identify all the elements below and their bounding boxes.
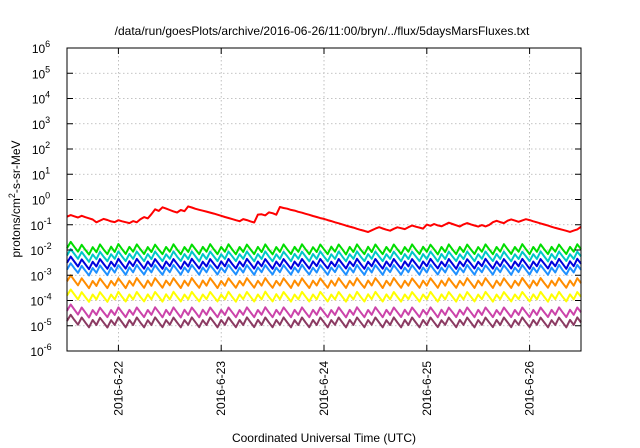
y-axis-ticks: 10-610-510-410-310-210-11001011021031041… (30, 39, 581, 359)
y-tick-label: 10-5 (30, 317, 51, 334)
y-tick-exponent: -3 (44, 266, 52, 276)
series-lines (66, 205, 582, 329)
grid-lines (67, 48, 581, 351)
y-tick-base: 10 (32, 118, 46, 132)
series-line-2 (66, 240, 582, 256)
y-axis-label: protons/cm2-s-sr-MeV (7, 140, 23, 257)
y-tick-label: 10-2 (30, 241, 51, 258)
y-axis-label-sup: 2 (7, 193, 17, 198)
y-tick-base: 10 (30, 244, 44, 258)
y-tick-exponent: -2 (44, 241, 52, 251)
y-tick-label: 10-4 (30, 292, 51, 309)
y-tick-label: 103 (32, 115, 50, 132)
x-tick-label: 2016-6-24 (317, 361, 331, 416)
y-tick-base: 10 (30, 295, 44, 309)
y-tick-exponent: -1 (44, 216, 52, 226)
y-tick-label: 106 (32, 39, 50, 56)
series-line-7 (66, 288, 582, 303)
y-tick-exponent: 6 (45, 39, 50, 49)
y-tick-base: 10 (30, 219, 44, 233)
y-tick-label: 102 (32, 140, 50, 157)
y-tick-base: 10 (32, 143, 46, 157)
y-tick-base: 10 (32, 194, 46, 208)
y-tick-base: 10 (30, 345, 44, 359)
y-tick-base: 10 (30, 320, 44, 334)
y-tick-exponent: 3 (45, 115, 50, 125)
y-tick-exponent: 5 (45, 64, 50, 74)
y-tick-exponent: 4 (45, 90, 50, 100)
chart-title: /data/run/goesPlots/archive/2016-06-26/1… (115, 24, 530, 38)
y-tick-exponent: 2 (45, 140, 50, 150)
series-line-5 (66, 262, 582, 277)
y-axis-label-pre: protons/cm (9, 198, 23, 257)
y-tick-base: 10 (32, 168, 46, 182)
y-tick-label: 105 (32, 64, 50, 81)
y-tick-exponent: 0 (45, 191, 50, 201)
y-tick-exponent: 1 (45, 165, 50, 175)
series-line-3 (66, 248, 582, 263)
x-tick-label: 2016-6-25 (420, 361, 434, 416)
y-tick-base: 10 (32, 42, 46, 56)
y-tick-label: 10-6 (30, 342, 51, 359)
y-axis-label-post: -s-sr-MeV (9, 140, 23, 193)
x-axis-ticks: 2016-6-22 2016-6-23 2016-6-24 2016-6-25 2016… (111, 48, 537, 416)
y-tick-base: 10 (30, 269, 44, 283)
y-tick-base: 10 (32, 67, 46, 81)
y-tick-label: 104 (32, 90, 50, 107)
series-line-9 (66, 313, 582, 329)
y-tick-label: 100 (32, 191, 50, 208)
series-line-4 (66, 255, 582, 271)
y-tick-base: 10 (32, 93, 46, 107)
y-tick-label: 10-1 (30, 216, 51, 233)
series-line-8 (66, 303, 582, 319)
series-line-6 (66, 274, 582, 290)
series-line-1 (66, 205, 582, 233)
y-tick-label: 101 (32, 165, 50, 182)
y-tick-exponent: -4 (44, 292, 52, 302)
y-tick-exponent: -6 (44, 342, 52, 352)
x-axis-label: Coordinated Universal Time (UTC) (232, 431, 416, 445)
x-tick-label: 2016-6-22 (111, 361, 125, 416)
x-tick-label: 2016-6-23 (214, 361, 228, 416)
y-tick-label: 10-3 (30, 266, 51, 283)
y-tick-exponent: -5 (44, 317, 52, 327)
x-tick-label: 2016-6-26 (523, 361, 537, 416)
